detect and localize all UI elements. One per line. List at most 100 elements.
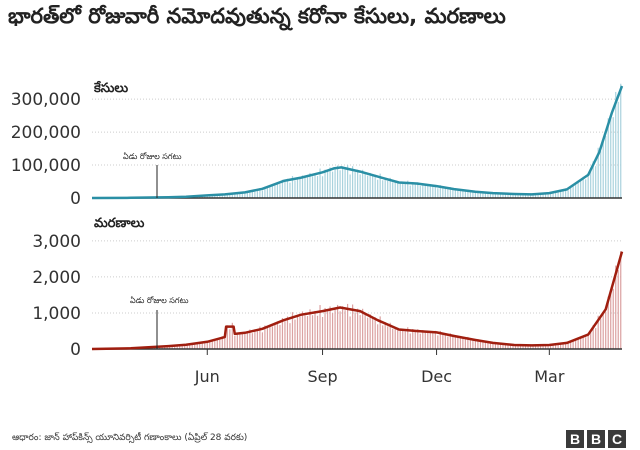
- daily-bar: [334, 167, 336, 198]
- daily-bar: [570, 185, 572, 198]
- daily-bar: [560, 343, 562, 349]
- daily-bar: [389, 177, 391, 198]
- daily-bar: [595, 166, 597, 198]
- daily-bar: [437, 335, 439, 349]
- daily-bar: [241, 192, 243, 198]
- daily-bar: [357, 169, 359, 198]
- deaths-panel: 0 1,000 2,000 3,000 మరణాలు ఏడు రోజుల సగటు: [32, 216, 624, 360]
- daily-bar: [352, 166, 354, 198]
- daily-bar: [286, 316, 289, 349]
- daily-bars: [93, 251, 622, 349]
- daily-bar: [334, 307, 336, 349]
- daily-bar: [382, 325, 384, 349]
- daily-bars: [93, 83, 622, 198]
- daily-bar: [184, 344, 186, 349]
- daily-bar: [537, 193, 539, 198]
- daily-bar: [354, 312, 356, 349]
- y-tick-label: 0: [70, 340, 81, 360]
- daily-bar: [362, 169, 364, 198]
- daily-bar: [354, 172, 356, 198]
- daily-bar: [554, 190, 557, 198]
- daily-bar: [234, 335, 236, 349]
- daily-bar: [567, 190, 569, 198]
- daily-bar: [299, 316, 301, 349]
- daily-bar: [497, 344, 499, 349]
- daily-bar: [527, 193, 529, 198]
- daily-bar: [412, 329, 414, 349]
- daily-bar: [397, 327, 399, 349]
- daily-bar: [304, 177, 306, 198]
- daily-bar: [266, 327, 269, 349]
- daily-bar: [585, 179, 587, 198]
- daily-bar: [359, 174, 361, 198]
- daily-bar: [339, 311, 341, 349]
- daily-bar: [239, 192, 241, 198]
- daily-bar: [482, 192, 484, 198]
- daily-bar: [304, 315, 306, 349]
- daily-bar: [534, 194, 537, 198]
- daily-bar: [349, 174, 351, 198]
- daily-bar: [539, 194, 542, 198]
- daily-bar: [394, 181, 396, 198]
- daily-bar: [274, 183, 276, 198]
- daily-bar: [444, 333, 446, 349]
- daily-bar: [234, 193, 236, 198]
- daily-bar: [264, 325, 266, 349]
- daily-bar: [612, 117, 614, 198]
- daily-bar: [412, 181, 414, 198]
- daily-bar: [387, 326, 389, 349]
- daily-bar: [236, 333, 238, 349]
- daily-bar: [597, 147, 599, 198]
- daily-bar: [286, 178, 289, 198]
- daily-bar: [369, 172, 371, 198]
- daily-bar: [274, 322, 276, 349]
- daily-bar: [582, 335, 584, 349]
- daily-bar: [357, 308, 359, 349]
- daily-bar: [299, 178, 301, 198]
- daily-bar: [254, 329, 256, 349]
- daily-bar: [296, 177, 299, 198]
- daily-bar: [489, 193, 492, 198]
- daily-bar: [249, 190, 251, 198]
- daily-bar: [459, 189, 461, 198]
- daily-bar: [372, 318, 374, 349]
- daily-bar: [605, 311, 607, 349]
- daily-bar: [231, 192, 233, 198]
- daily-bar: [539, 345, 542, 349]
- daily-bar: [417, 182, 419, 198]
- daily-bar: [364, 313, 366, 349]
- daily-bar: [404, 183, 406, 198]
- daily-bar: [349, 316, 351, 349]
- daily-bar: [399, 330, 401, 349]
- daily-bar: [191, 344, 193, 349]
- daily-bar: [319, 168, 321, 198]
- daily-bar: [336, 165, 339, 198]
- daily-bar: [484, 341, 487, 349]
- daily-bar: [221, 336, 223, 349]
- daily-bar: [331, 171, 334, 198]
- daily-bar: [407, 180, 409, 198]
- daily-bar: [331, 313, 334, 349]
- daily-bar: [246, 332, 248, 349]
- daily-bar: [211, 340, 213, 349]
- daily-bar: [580, 337, 582, 349]
- daily-bar: [389, 322, 391, 349]
- daily-bar: [529, 194, 532, 198]
- daily-bar: [585, 337, 587, 349]
- daily-bar: [239, 333, 241, 349]
- daily-bar: [397, 181, 399, 198]
- y-tick-label: 0: [70, 189, 81, 209]
- daily-bar: [587, 333, 589, 349]
- daily-bar: [444, 186, 446, 198]
- daily-bar: [419, 333, 421, 349]
- daily-bar: [565, 188, 567, 198]
- daily-bar: [502, 344, 504, 349]
- daily-bar: [201, 196, 203, 198]
- daily-bar: [369, 314, 371, 349]
- daily-bar: [544, 345, 547, 349]
- daily-bar: [447, 336, 449, 349]
- daily-bar: [352, 304, 354, 349]
- y-tick-label: 200,000: [11, 123, 81, 143]
- source-note: ఆధారం: జాన్ హాప్‌కిన్స్ యూనివర్సిటీ గణాం…: [12, 433, 248, 443]
- daily-bar: [382, 180, 384, 198]
